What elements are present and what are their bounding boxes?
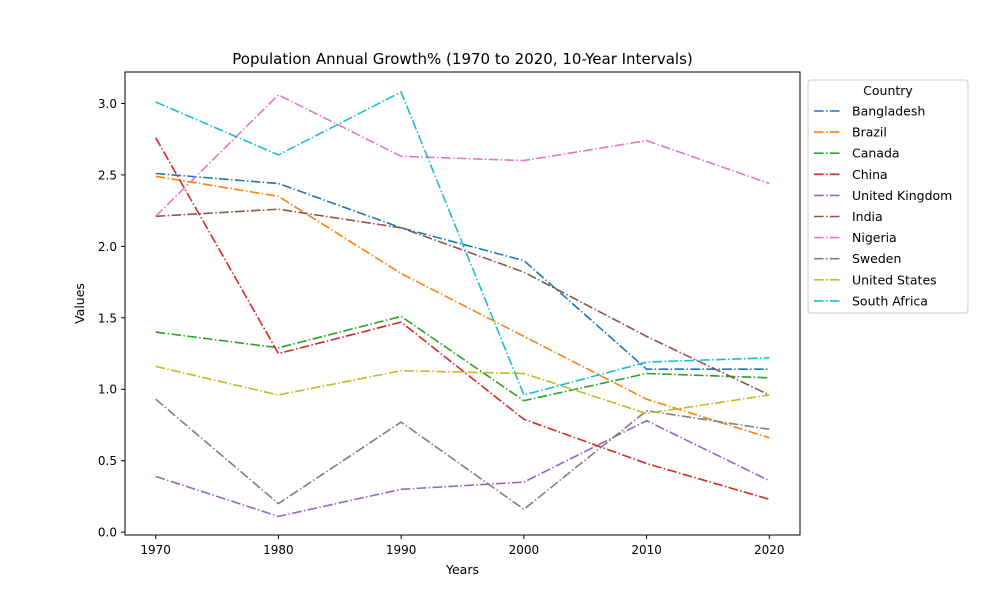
legend-label-nigeria: Nigeria xyxy=(852,230,897,245)
legend-label-south-africa: South Africa xyxy=(852,293,928,308)
legend-label-bangladesh: Bangladesh xyxy=(852,104,925,119)
legend: Country Bangladesh Brazil Canada China Unite… xyxy=(807,79,969,314)
series-line-bangladesh xyxy=(155,172,770,371)
legend-label-china: China xyxy=(852,167,888,182)
x-axis-label: Years xyxy=(445,562,479,577)
x-tick-label: 1990 xyxy=(386,543,417,557)
legend-box xyxy=(807,79,969,314)
y-tick-label: 2.0 xyxy=(98,240,117,254)
series-line-china xyxy=(155,137,770,501)
y-tick-label: 0.5 xyxy=(98,454,117,468)
series-line-canada xyxy=(155,315,770,402)
y-axis-label: Values xyxy=(72,283,87,324)
legend-label-india: India xyxy=(852,209,883,224)
legend-label-united-kingdom: United Kingdom xyxy=(852,188,952,203)
plot-area-frame xyxy=(124,71,801,536)
chart-title: Population Annual Growth% (1970 to 2020,… xyxy=(232,50,693,68)
x-tick-label: 2020 xyxy=(754,543,785,557)
y-tick-label: 2.5 xyxy=(98,168,117,182)
legend-title: Country xyxy=(863,83,913,98)
y-tick-label: 1.0 xyxy=(98,383,117,397)
series-line-india xyxy=(155,208,770,396)
y-tick-label: 3.0 xyxy=(98,97,117,111)
series-line-brazil xyxy=(155,175,770,439)
legend-label-brazil: Brazil xyxy=(852,125,887,140)
series-line-sweden xyxy=(155,398,770,511)
series-line-south-africa xyxy=(155,91,770,396)
x-tick-label: 2000 xyxy=(509,543,540,557)
legend-label-sweden: Sweden xyxy=(852,251,901,266)
series-line-united-kingdom xyxy=(155,419,770,518)
legend-label-united-states: United States xyxy=(852,272,937,287)
x-tick-label: 2010 xyxy=(631,543,662,557)
legend-label-canada: Canada xyxy=(852,146,900,161)
y-tick-label: 0.0 xyxy=(98,526,117,540)
x-tick-label: 1980 xyxy=(263,543,294,557)
y-tick-label: 1.5 xyxy=(98,311,117,325)
x-axis: 1970 1980 1990 2000 2010 2020 xyxy=(140,535,785,557)
series-line-united-states xyxy=(155,365,770,415)
x-tick-label: 1970 xyxy=(140,543,171,557)
series-line-nigeria xyxy=(155,94,770,217)
y-axis: 0.0 0.5 1.0 1.5 2.0 2.5 3.0 xyxy=(98,97,125,540)
